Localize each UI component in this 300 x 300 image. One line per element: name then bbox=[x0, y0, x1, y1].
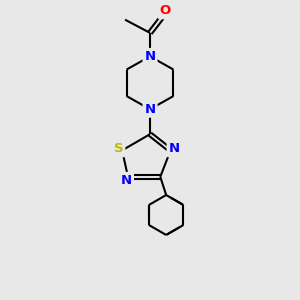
Text: N: N bbox=[144, 50, 156, 63]
Text: N: N bbox=[169, 142, 180, 155]
Text: S: S bbox=[114, 142, 123, 155]
Text: N: N bbox=[144, 103, 156, 116]
Text: N: N bbox=[121, 174, 132, 187]
Text: O: O bbox=[160, 4, 171, 17]
